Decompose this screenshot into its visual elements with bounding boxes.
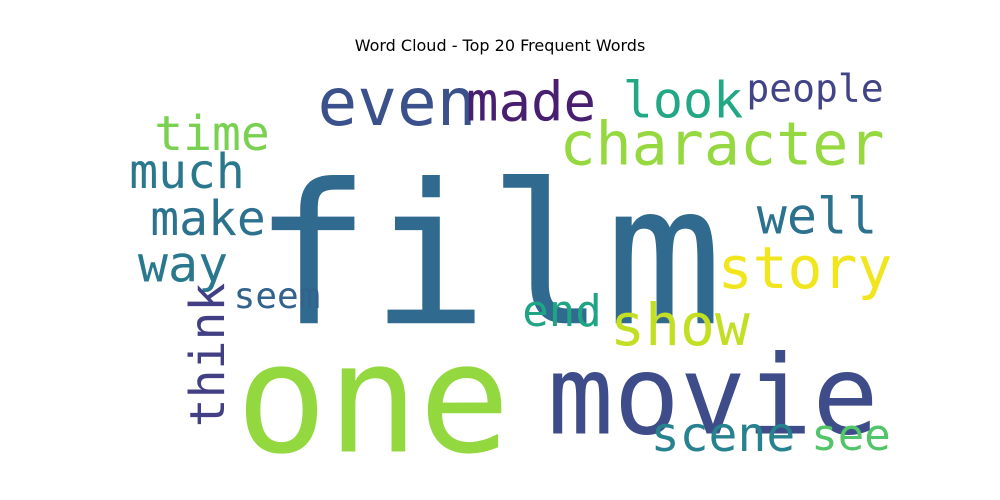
word-think: think xyxy=(180,283,236,428)
word-time: time xyxy=(154,106,270,162)
chart-title: Word Cloud - Top 20 Frequent Words xyxy=(354,36,646,55)
word-one: one xyxy=(236,311,511,488)
word-end: end xyxy=(522,286,601,337)
word-seem: seem xyxy=(234,276,321,317)
word-well: well xyxy=(757,188,877,246)
word-see: see xyxy=(811,410,890,461)
word-story: story xyxy=(718,234,893,302)
word-movie: movie xyxy=(547,331,878,459)
word-character: character xyxy=(559,110,884,180)
word-made: made xyxy=(466,71,596,134)
word-people: people xyxy=(746,67,883,111)
word-even: even xyxy=(318,64,477,141)
word-look: look xyxy=(623,72,743,130)
word-much: much xyxy=(129,144,245,200)
word-scene: scene xyxy=(651,407,796,463)
word-way: way xyxy=(138,236,228,294)
word-make: make xyxy=(150,191,266,247)
word-show: show xyxy=(610,291,750,359)
word-film: film xyxy=(253,142,723,369)
